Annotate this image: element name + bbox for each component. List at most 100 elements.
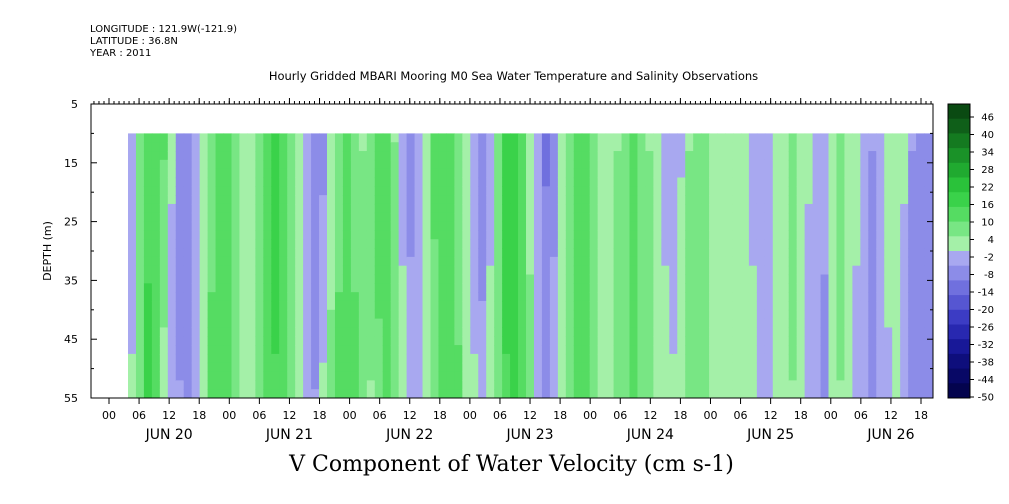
heatmap-cell (629, 248, 639, 258)
heatmap-cell (358, 256, 368, 267)
heatmap-cell (366, 292, 376, 302)
heatmap-cell (605, 203, 615, 214)
heatmap-cell (796, 327, 806, 337)
heatmap-cell (764, 230, 774, 240)
heatmap-cell (342, 380, 352, 390)
heatmap-cell (860, 389, 869, 398)
heatmap-cell (693, 151, 702, 161)
heatmap-cell (526, 212, 535, 223)
heatmap-cell (406, 239, 416, 249)
heatmap-cell (510, 371, 519, 381)
heatmap-cell (263, 133, 272, 143)
heatmap-cell (661, 230, 670, 240)
heatmap-cell (128, 327, 137, 337)
heatmap-cell (884, 212, 893, 223)
heatmap-cell (788, 345, 798, 355)
heatmap-cell (199, 186, 209, 196)
heatmap-cell (414, 151, 424, 161)
heatmap-cell (549, 151, 559, 161)
heatmap-cell (717, 151, 726, 161)
heatmap-cell (231, 230, 241, 240)
heatmap-cell (701, 248, 710, 258)
heatmap-cell (518, 203, 527, 214)
heatmap-cell (239, 256, 249, 267)
heatmap-cell (470, 318, 479, 329)
heatmap-cell (327, 362, 336, 373)
heatmap-cell (772, 380, 782, 390)
heatmap-cell (892, 300, 901, 311)
heatmap-cell (454, 318, 463, 329)
heatmap-cell (852, 195, 861, 205)
heatmap-cell (494, 336, 503, 346)
heatmap-cell (613, 362, 623, 373)
colorbar-label: 22 (981, 183, 994, 194)
heatmap-cell (510, 318, 519, 329)
heatmap-cell (390, 151, 400, 161)
colorbar-swatch (948, 280, 970, 296)
heatmap-cell (334, 380, 344, 390)
heatmap-cell (390, 300, 400, 311)
heatmap-cell (366, 345, 376, 355)
heatmap-cell (772, 292, 782, 302)
heatmap-cell (231, 159, 241, 170)
heatmap-cell (128, 380, 137, 390)
x-hour-label: 06 (493, 409, 507, 422)
heatmap-cell (780, 142, 790, 152)
heatmap-cell (183, 380, 193, 390)
heatmap-cell (128, 212, 137, 223)
heatmap-cell (494, 221, 503, 232)
heatmap-cell (900, 327, 909, 337)
heatmap-cell (454, 142, 463, 152)
heatmap-cell (900, 353, 909, 364)
heatmap-cell (143, 256, 153, 267)
heatmap-cell (135, 168, 145, 179)
heatmap-cell (350, 203, 360, 214)
heatmap-cell (518, 248, 527, 258)
heatmap-cell (526, 151, 535, 161)
heatmap-cell (398, 159, 408, 170)
heatmap-cell (860, 283, 869, 293)
heatmap-cell (518, 353, 527, 364)
heatmap-cell (812, 336, 822, 346)
heatmap-cell (446, 283, 455, 293)
heatmap-cell (732, 318, 742, 329)
heatmap-cell (852, 212, 861, 223)
heatmap-cell (191, 133, 201, 143)
heatmap-cell (581, 362, 591, 373)
heatmap-cell (661, 274, 670, 284)
heatmap-cell (764, 221, 774, 232)
heatmap-cell (319, 362, 328, 373)
heatmap-cell (677, 239, 686, 249)
heatmap-cell (478, 239, 487, 249)
heatmap-cell (183, 336, 193, 346)
x-hour-label: 18 (673, 409, 687, 422)
heatmap-cell (231, 318, 241, 329)
heatmap-cell (597, 221, 607, 232)
heatmap-cell (541, 177, 551, 187)
heatmap-cell (287, 327, 296, 337)
heatmap-cell (812, 309, 822, 320)
heatmap-cell (836, 345, 846, 355)
heatmap-cell (199, 345, 209, 355)
heatmap-cell (645, 195, 654, 205)
heatmap-cell (358, 380, 368, 390)
heatmap-cell (860, 292, 869, 302)
heatmap-cell (876, 159, 885, 170)
heatmap-cell (533, 353, 543, 364)
heatmap-cell (916, 203, 925, 214)
heatmap-cell (836, 309, 846, 320)
heatmap-cell (287, 133, 296, 143)
heatmap-cell (199, 159, 209, 170)
heatmap-cell (414, 318, 424, 329)
heatmap-cell (406, 230, 416, 240)
heatmap-cell (732, 371, 742, 381)
heatmap-cell (796, 318, 806, 329)
heatmap-cell (446, 133, 455, 143)
heatmap-cell (613, 283, 623, 293)
heatmap-cell (255, 300, 264, 311)
heatmap-cell (629, 327, 639, 337)
heatmap-cell (295, 186, 304, 196)
heatmap-cell (693, 274, 702, 284)
heatmap-cell (876, 212, 885, 223)
heatmap-cell (215, 168, 225, 179)
